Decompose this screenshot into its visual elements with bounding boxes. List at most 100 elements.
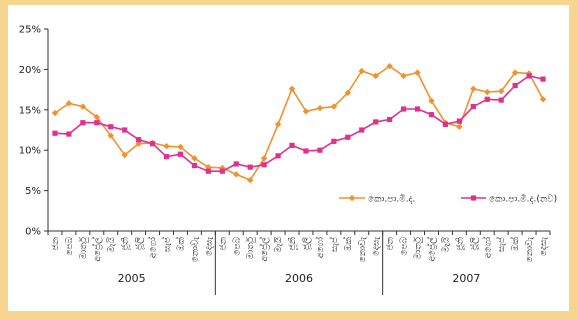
legend-label: කො.පා.මි.ද.	[368, 194, 415, 205]
y-tick-label: 10%	[19, 146, 41, 157]
data-point	[66, 131, 72, 137]
month-label: ජූලි	[135, 237, 145, 250]
month-label: දෙසැ	[372, 237, 382, 257]
month-label: ජන	[51, 237, 61, 250]
data-point	[233, 171, 240, 178]
data-point	[52, 130, 58, 136]
data-point	[93, 113, 101, 121]
month-label: පෙබ	[232, 236, 242, 255]
data-point	[289, 142, 295, 148]
month-label: මැයි	[440, 236, 451, 252]
data-point	[163, 142, 170, 150]
data-point	[303, 148, 309, 154]
data-point	[233, 161, 239, 167]
month-label: සැප්	[161, 237, 172, 252]
legend-label: කො.පා.මි.ද.(නව)	[489, 194, 557, 205]
data-point	[163, 154, 170, 160]
month-label: ජූලි	[469, 237, 479, 250]
data-point	[344, 89, 352, 97]
month-label: අප්‍රේල්	[426, 237, 437, 262]
data-point	[288, 85, 296, 92]
data-point	[51, 109, 59, 117]
month-label: අගෝ	[315, 237, 326, 258]
series-line	[54, 75, 544, 172]
month-label: ජන	[386, 237, 396, 250]
month-label: ඔක්	[510, 236, 521, 251]
data-point	[80, 120, 86, 126]
data-point	[246, 176, 254, 184]
year-label: 2005	[118, 272, 146, 285]
data-point	[442, 121, 449, 127]
data-point	[65, 100, 73, 107]
month-label: අගෝ	[148, 237, 159, 258]
month-label: ජූනි	[287, 237, 298, 250]
data-point	[400, 106, 407, 112]
month-label: සැප්	[329, 237, 340, 252]
month-label: පෙබ	[400, 236, 410, 255]
data-point	[484, 96, 490, 102]
month-label: පෙබ	[65, 236, 75, 255]
data-point	[330, 103, 338, 110]
data-point	[260, 155, 268, 162]
data-point	[316, 104, 324, 112]
legend-marker	[470, 195, 477, 201]
data-point	[428, 97, 435, 105]
data-point	[275, 153, 281, 159]
data-point	[317, 147, 323, 153]
line-chart: 0%5%10%15%20%25%ජන පෙබ මාර්තු අප්‍රේල් මැයි ජ…	[19, 25, 557, 295]
y-tick-label: 0%	[25, 227, 41, 238]
data-point	[456, 118, 462, 124]
data-point	[540, 76, 546, 82]
data-point	[121, 151, 128, 159]
month-label: අප්‍රේල්	[259, 237, 270, 262]
data-point	[247, 164, 253, 170]
data-point	[358, 67, 365, 75]
data-point	[94, 120, 100, 126]
data-point	[456, 123, 463, 130]
month-label: මැයි	[273, 236, 284, 252]
data-point	[302, 108, 310, 115]
data-point	[414, 106, 421, 112]
year-label: 2007	[452, 272, 480, 285]
data-point	[373, 119, 379, 125]
month-label: මාර්තු	[413, 236, 424, 259]
data-point	[414, 69, 421, 76]
data-point	[372, 72, 379, 80]
data-point	[205, 168, 211, 174]
data-point	[108, 124, 114, 130]
month-label: ජූනි	[120, 237, 131, 250]
data-point	[428, 112, 435, 118]
month-label: සැප්	[496, 237, 507, 252]
data-point	[136, 137, 142, 143]
data-point	[177, 143, 184, 151]
month-label: මාර්තු	[245, 236, 256, 259]
legend-marker	[348, 194, 356, 202]
data-point	[191, 155, 198, 162]
chart-panel: 0% 5% 10% 15% 20% 25% ජන පෙබ මාර්තු අප්‍රේල් මැයි ජ…	[8, 5, 569, 311]
data-point	[149, 141, 156, 147]
data-point	[122, 127, 128, 133]
data-point	[470, 103, 476, 110]
data-point	[79, 103, 87, 110]
y-tick-label: 20%	[19, 65, 41, 76]
data-point	[205, 163, 212, 171]
data-point	[274, 121, 282, 128]
data-point	[359, 127, 365, 133]
data-point	[539, 96, 547, 103]
data-point	[484, 88, 491, 96]
data-point	[400, 72, 407, 80]
y-tick-label: 25%	[19, 25, 41, 36]
month-label: දෙසැ	[204, 237, 214, 257]
series-line	[54, 65, 544, 182]
data-point	[107, 132, 114, 139]
data-point	[511, 69, 519, 76]
data-point	[470, 85, 477, 92]
data-point	[261, 162, 267, 168]
month-label: මැයි	[106, 236, 117, 252]
month-label: මාර්තු	[78, 236, 89, 259]
month-label: නොවැ	[190, 237, 200, 263]
month-label: අගෝ	[482, 237, 493, 258]
year-label: 2006	[285, 272, 313, 285]
month-label: ඔක්	[175, 236, 186, 251]
